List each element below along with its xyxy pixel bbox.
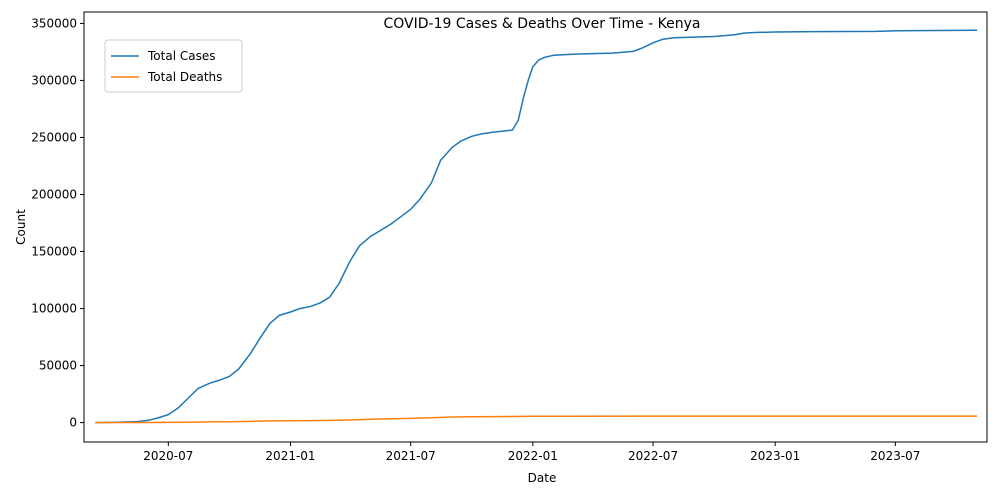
y-tick-label: 200000 <box>31 187 77 201</box>
legend-label: Total Cases <box>147 49 215 63</box>
y-tick-label: 100000 <box>31 302 77 316</box>
y-tick-label: 350000 <box>31 16 77 30</box>
x-tick-label: 2022-07 <box>628 449 678 463</box>
x-axis: 2020-07 2021-01 2021-07 2022-01 2022-07 2023-… <box>143 442 920 463</box>
x-tick-label: 2021-01 <box>265 449 315 463</box>
y-tick-label: 50000 <box>39 359 77 373</box>
y-tick-label: 150000 <box>31 245 77 259</box>
x-tick-label: 2020-07 <box>143 449 193 463</box>
y-tick-label: 0 <box>69 416 77 430</box>
series-line-total-cases <box>95 29 978 424</box>
y-axis: 0 50000 100000 150000 200000 250000 300000 3500… <box>31 16 84 430</box>
chart-title: COVID-19 Cases & Deaths Over Time - Keny… <box>384 16 701 32</box>
y-tick-label: 300000 <box>31 73 77 87</box>
plot-frame <box>83 11 988 443</box>
legend-box <box>104 39 243 93</box>
x-tick-label: 2021-07 <box>386 449 436 463</box>
x-tick-label: 2022-01 <box>508 449 558 463</box>
legend-label: Total Deaths <box>147 70 222 84</box>
y-axis-label: Count <box>14 209 28 245</box>
y-tick-label: 250000 <box>31 130 77 144</box>
x-tick-label: 2023-07 <box>870 449 920 463</box>
series-line-total-deaths <box>95 415 977 424</box>
plot-area <box>83 11 988 443</box>
legend: Total Cases Total Deaths <box>104 39 243 93</box>
series-layer <box>95 29 978 424</box>
x-axis-label: Date <box>528 471 557 485</box>
x-tick-label: 2023-01 <box>750 449 800 463</box>
